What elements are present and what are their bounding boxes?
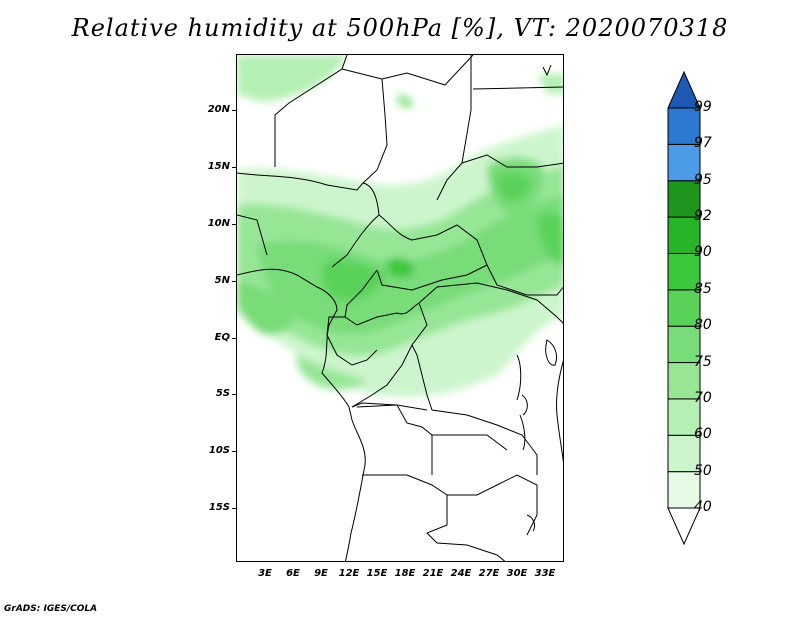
colorbar-bottom-arrow [667,507,701,546]
lat-tick [232,338,236,339]
colorbar-label: 75 [694,353,712,370]
lon-label: 27E [478,568,500,579]
map-canvas [237,55,563,561]
lat-label: 5N [214,275,230,286]
colorbar-label: 90 [694,244,712,261]
lon-label: 30E [506,568,528,579]
colorbar [667,70,701,546]
colorbar-label: 80 [694,317,712,334]
colorbar-label: 40 [694,499,712,515]
lat-label: EQ [214,332,230,343]
colorbar-segment [667,471,701,509]
lat-tick [232,110,236,111]
colorbar-label: 95 [694,171,712,188]
lat-tick [232,508,236,509]
colorbar-segment [667,362,701,400]
lon-label: 6E [286,568,300,579]
lon-label: 15E [366,568,388,579]
colorbar-label: 60 [694,426,712,443]
lat-label: 10N [207,218,230,229]
colorbar-label: 50 [694,462,712,479]
colorbar-label: 99 [694,99,712,115]
lon-label: 24E [450,568,472,579]
lon-label: 12E [338,568,360,579]
lat-label: 5S [215,388,230,399]
lat-label: 15S [208,502,230,513]
colorbar-segment [667,107,701,145]
country-boundaries [237,55,563,561]
lon-label: 33E [534,568,556,579]
lon-label: 9E [314,568,328,579]
lat-tick [232,224,236,225]
colorbar-segment [667,216,701,254]
lat-label: 20N [207,104,230,115]
colorbar-segment [667,143,701,182]
lat-tick [232,451,236,452]
humidity-field [237,55,563,397]
colorbar-label: 85 [694,280,712,297]
lat-label: 10S [208,445,230,456]
colorbar-label: 70 [694,389,712,406]
map-panel [236,54,564,562]
colorbar-label: 97 [694,135,712,152]
colorbar-segment [667,325,701,364]
lon-label: 18E [394,568,416,579]
colorbar-label: 92 [694,208,712,225]
colorbar-segment [667,434,701,473]
lat-tick [232,281,236,282]
map-title: Relative humidity at 500hPa [%], VT: 202… [71,14,729,42]
lat-tick [232,167,236,168]
grads-credit: GrADS: IGES/COLA [4,604,98,614]
lat-label: 15N [207,161,230,172]
lon-label: 3E [258,568,272,579]
lat-tick [232,394,236,395]
colorbar-segment [667,252,701,291]
lon-label: 21E [422,568,444,579]
colorbar-segment [667,180,701,218]
